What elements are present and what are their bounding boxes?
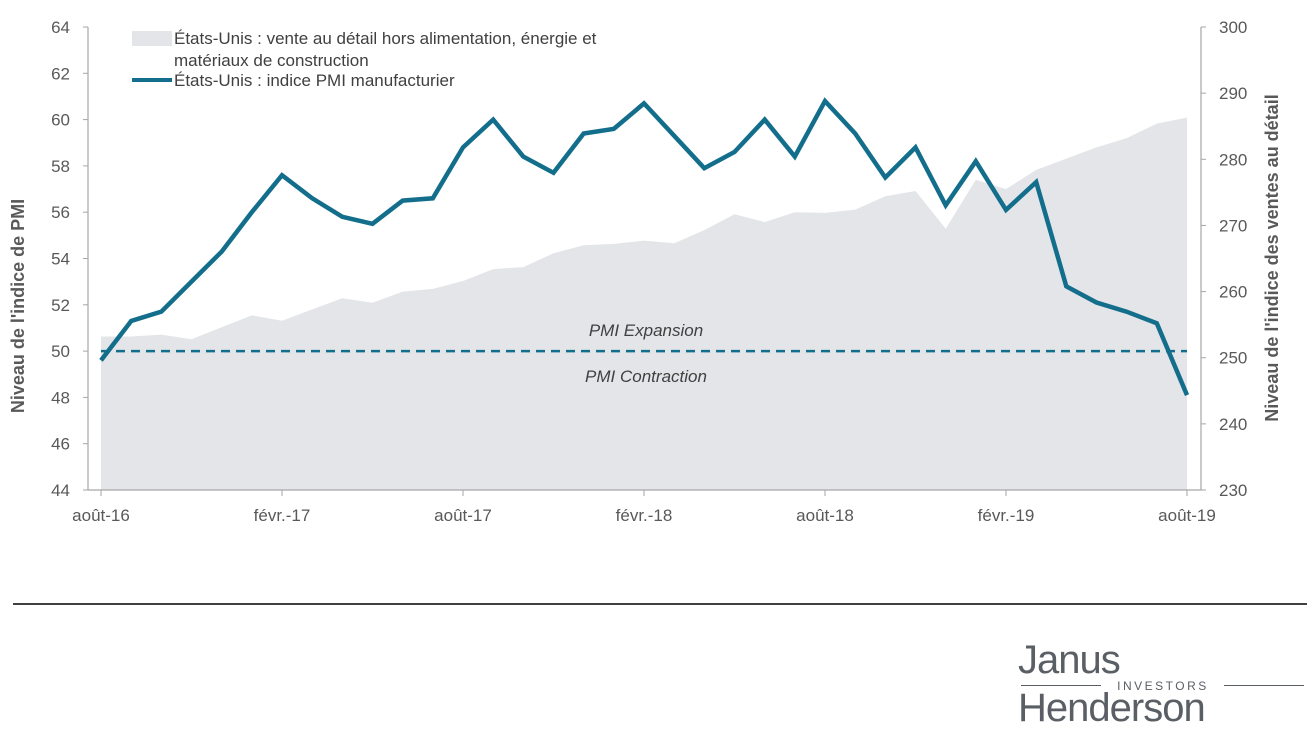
y-left-tick-label: 54: [51, 250, 70, 269]
legend-area-swatch: [132, 31, 172, 46]
y-right-tick-label: 240: [1219, 415, 1247, 434]
pmi-line: [99, 97, 1190, 396]
y-right-tick-label: 290: [1219, 84, 1247, 103]
y-left-tick-label: 48: [51, 388, 70, 407]
legend-area-label-line2: matériaux de construction: [174, 51, 369, 70]
x-tick-label: févr.-18: [616, 506, 673, 525]
x-tick-label: août-19: [1158, 506, 1216, 525]
logo-rule-left: [1021, 685, 1101, 686]
y-right-tick-label: 270: [1219, 216, 1247, 235]
y-left-tick-label: 64: [51, 18, 70, 37]
y-left-tick-label: 58: [51, 157, 70, 176]
y-right-tick-label: 280: [1219, 150, 1247, 169]
y-left-tick-label: 56: [51, 203, 70, 222]
y-left-tick-label: 50: [51, 342, 70, 361]
y-right-tick-label: 250: [1219, 349, 1247, 368]
y-left-tick-label: 52: [51, 296, 70, 315]
y-left-tick-label: 60: [51, 111, 70, 130]
x-tick-label: août-18: [796, 506, 854, 525]
legend-line-label: États-Unis : indice PMI manufacturier: [174, 71, 455, 90]
pmi-line-layer: [99, 97, 1190, 396]
retail-sales-area-layer: [101, 117, 1187, 490]
y-right-tick-label: 300: [1219, 18, 1247, 37]
janus-henderson-logo: Janus Henderson INVESTORS: [1018, 636, 1307, 730]
y-right-tick-label: 260: [1219, 283, 1247, 302]
y-left-tick-label: 62: [51, 64, 70, 83]
y-left-tick-label: 46: [51, 435, 70, 454]
axes: [83, 26, 1206, 496]
y-right-axis-title: Niveau de l'indice des ventes au détail: [1262, 94, 1282, 421]
x-tick-label: août-16: [72, 506, 130, 525]
legend-area-label-line1: États-Unis : vente au détail hors alimen…: [174, 29, 597, 48]
tick-labels: 44 46 48 50 52 54 56 58 60 62 64 230 240 250 260 270 280…: [51, 18, 1247, 525]
x-tick-label: févr.-19: [978, 506, 1035, 525]
chart: 44 46 48 50 52 54 56 58 60 62 64 230 240 250 260 270 280…: [8, 18, 1282, 525]
legend: États-Unis : vente au détail hors alimen…: [132, 29, 597, 90]
footer-divider: [13, 603, 1307, 605]
logo-subline: INVESTORS: [1018, 678, 1307, 694]
retail-sales-area: [101, 117, 1187, 490]
x-tick-label: août-17: [434, 506, 492, 525]
logo-rule-right: [1224, 685, 1304, 686]
annotation-contraction: PMI Contraction: [585, 367, 707, 386]
y-left-axis-title: Niveau de l'indice de PMI: [8, 199, 28, 413]
x-tick-label: févr.-17: [254, 506, 311, 525]
logo-investors: INVESTORS: [1117, 679, 1209, 693]
y-right-tick-label: 230: [1219, 481, 1247, 500]
annotation-expansion: PMI Expansion: [589, 321, 703, 340]
y-left-tick-label: 44: [51, 481, 70, 500]
